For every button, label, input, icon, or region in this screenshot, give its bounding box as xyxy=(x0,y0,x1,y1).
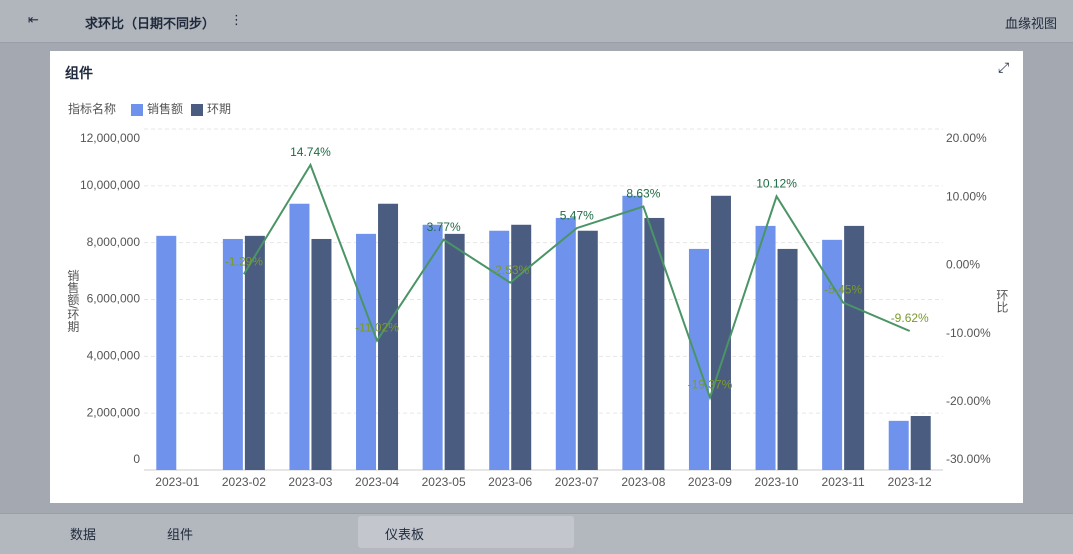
x-tick-label: 2023-06 xyxy=(488,475,532,489)
bar xyxy=(489,230,510,470)
x-tick-label: 2023-01 xyxy=(155,475,199,489)
expand-icon[interactable]: ⤢ xyxy=(998,59,1010,75)
lineage-button[interactable]: 血缘视图 xyxy=(1005,16,1058,31)
y-tick-label: 0 xyxy=(133,452,140,466)
y-tick-label: 8,000,000 xyxy=(87,235,141,249)
line xyxy=(243,162,911,401)
bar xyxy=(156,235,177,470)
y-tick-label: 2,000,000 xyxy=(87,405,141,419)
data-label: -2.53% xyxy=(491,263,529,277)
x-tick-label: 2023-02 xyxy=(222,475,266,489)
tab[interactable]: 组件 xyxy=(167,527,194,542)
data-label: 8.63% xyxy=(626,187,660,201)
x-tick-label: 2023-10 xyxy=(755,475,799,489)
y-tick-label: 10,000,000 xyxy=(80,178,140,192)
bar xyxy=(311,238,332,470)
tab[interactable]: 数据 xyxy=(70,527,97,542)
y2-tick-label: 0.00% xyxy=(946,258,980,272)
y2-tick-label: -30.00% xyxy=(946,452,991,466)
x-tick-label: 2023-09 xyxy=(688,475,732,489)
x-tick-label: 2023-04 xyxy=(355,475,399,489)
y-tick-label: 6,000,000 xyxy=(87,292,141,306)
data-label: 5.47% xyxy=(560,208,594,222)
page-title: 求环比（日期不同步） xyxy=(85,16,216,31)
bar xyxy=(222,238,243,470)
bar xyxy=(755,225,776,470)
bar xyxy=(444,233,465,470)
data-label: -1.29% xyxy=(225,254,263,268)
data-label: -9.62% xyxy=(891,311,929,325)
bar xyxy=(356,233,377,470)
bar xyxy=(910,416,931,470)
data-label: -5.45% xyxy=(824,283,862,297)
top-bar: ⇤ 求环比（日期不同步） ⋮ 血缘视图 xyxy=(0,0,1073,43)
y-axis-title: 销售额/环期 xyxy=(66,269,80,333)
y2-tick-label: -10.00% xyxy=(946,326,991,340)
bar xyxy=(244,235,265,470)
bottom-bar: 数据 组件 仪表板 xyxy=(0,513,1073,554)
legend-label: 销售额 xyxy=(147,101,183,116)
more-icon[interactable]: ⋮ xyxy=(230,12,243,27)
bar xyxy=(622,195,643,470)
bar xyxy=(555,217,576,470)
modal: 组件 ⤢ 0 2,000,000 4,000,000 6,000,000 8,000,0… xyxy=(50,51,1023,503)
data-label: 3.77% xyxy=(427,220,461,234)
tab[interactable]: 仪表板 xyxy=(385,527,425,542)
data-label: 10.12% xyxy=(756,177,797,191)
y2-tick-label: 20.00% xyxy=(946,131,987,145)
data-label: -19.37% xyxy=(688,378,733,392)
bar xyxy=(644,217,665,470)
x-tick-label: 2023-03 xyxy=(288,475,332,489)
legend-swatch xyxy=(131,104,143,116)
chart: 0 2,000,000 4,000,000 6,000,000 8,000,000 10,… xyxy=(66,101,1009,489)
bar xyxy=(888,420,909,470)
y2-tick-label: 10.00% xyxy=(946,189,987,203)
legend-label: 环期 xyxy=(207,102,231,116)
bar xyxy=(710,195,731,470)
data-label: -11.02% xyxy=(355,321,399,335)
tab-active[interactable] xyxy=(358,516,574,548)
legend-swatch xyxy=(191,104,203,116)
x-tick-label: 2023-05 xyxy=(422,475,466,489)
bar xyxy=(822,239,843,470)
x-tick-label: 2023-11 xyxy=(822,475,865,489)
bar xyxy=(777,248,798,470)
x-tick-label: 2023-08 xyxy=(621,475,665,489)
y2-tick-label: -20.00% xyxy=(946,394,991,408)
x-tick-label: 2023-12 xyxy=(888,475,932,489)
data-label: 14.74% xyxy=(290,145,331,159)
back-icon[interactable]: ⇤ xyxy=(28,12,39,27)
legend-title: 指标名称 xyxy=(68,101,116,116)
bar xyxy=(422,224,443,470)
y-tick-label: 4,000,000 xyxy=(87,349,141,363)
y-tick-label: 12,000,000 xyxy=(80,131,140,145)
bar xyxy=(289,203,310,470)
bar xyxy=(844,225,865,470)
bar xyxy=(688,248,709,470)
bar xyxy=(378,203,399,470)
y2-axis-title: 环比 xyxy=(995,289,1009,314)
modal-title: 组件 xyxy=(65,65,93,81)
bar xyxy=(577,230,598,470)
bar xyxy=(511,224,532,470)
x-tick-label: 2023-07 xyxy=(555,475,599,489)
